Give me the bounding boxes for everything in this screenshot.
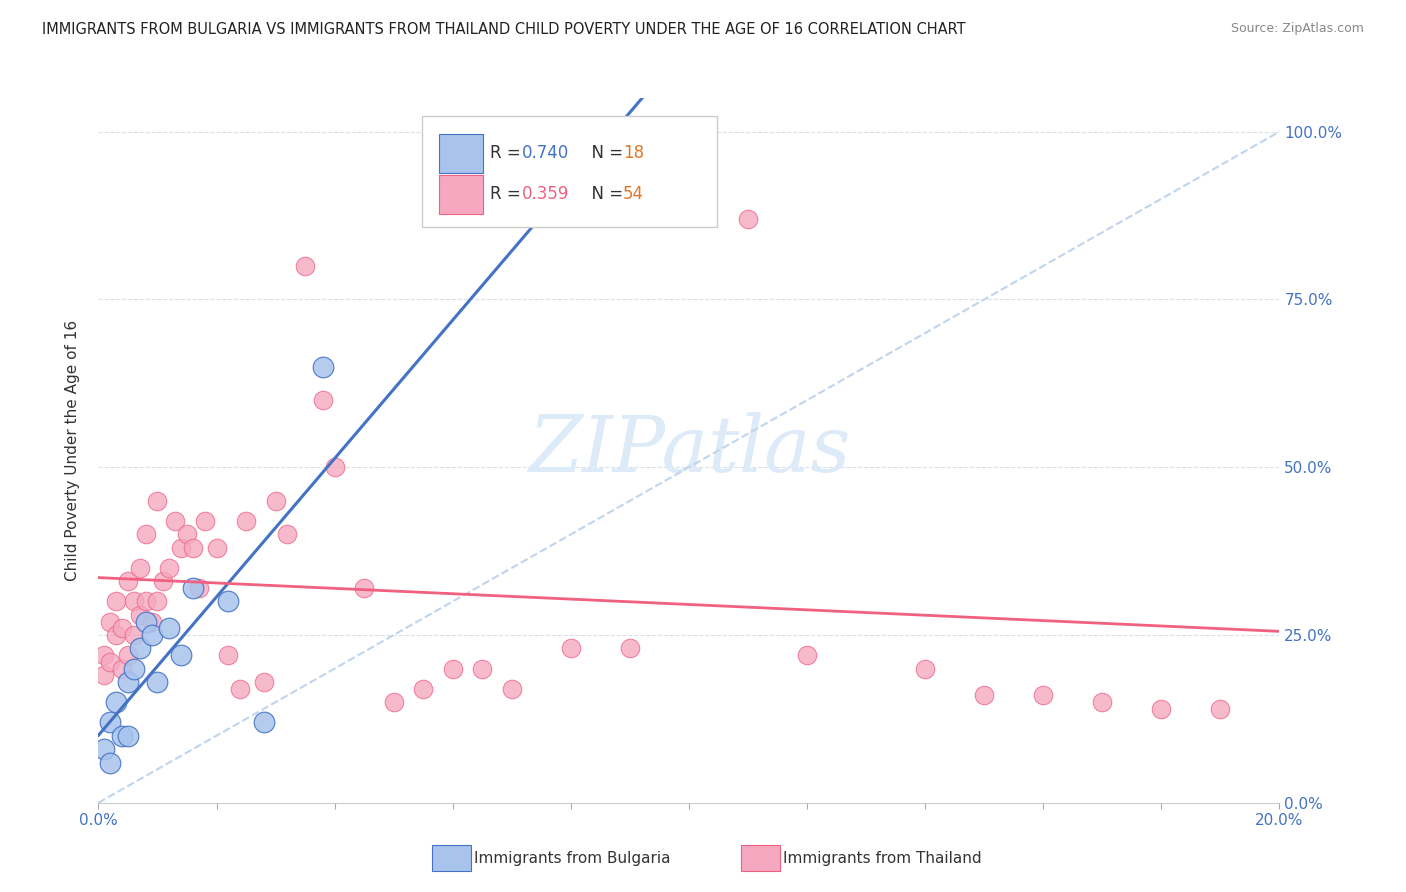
Point (235, 514, 257, 528)
Point (141, 615, 163, 629)
Point (181, 541, 204, 555)
Point (205, 541, 228, 555)
Point (146, 594, 169, 608)
Point (181, 581, 204, 595)
Point (122, 628, 145, 642)
Point (276, 527, 298, 541)
Point (170, 541, 193, 555)
Point (122, 662, 145, 676)
Point (353, 581, 375, 595)
Point (176, 527, 198, 541)
Point (412, 681, 434, 696)
Point (973, 689, 995, 703)
Point (98, 715, 121, 730)
Point (135, 615, 157, 629)
Point (117, 574, 139, 589)
Point (93, 668, 115, 682)
Point (1150, 702, 1173, 716)
Point (111, 662, 134, 676)
Y-axis label: Child Poverty Under the Age of 16: Child Poverty Under the Age of 16 (65, 320, 80, 581)
Point (146, 675, 169, 690)
Point (187, 581, 209, 595)
Point (1209, 702, 1232, 716)
Point (170, 648, 193, 662)
Point (105, 695, 128, 709)
Point (117, 675, 139, 690)
Point (128, 641, 150, 656)
Point (105, 594, 128, 608)
Point (217, 648, 239, 662)
Text: R =: R = (489, 145, 526, 162)
Point (117, 648, 139, 662)
Point (165, 514, 187, 528)
Point (93, 742, 115, 756)
Text: 0.740: 0.740 (522, 145, 569, 162)
Text: Immigrants from Bulgaria: Immigrants from Bulgaria (474, 851, 671, 865)
Point (135, 594, 157, 608)
Point (914, 662, 936, 676)
Text: 18: 18 (623, 145, 644, 162)
Text: N =: N = (581, 145, 628, 162)
Text: ZIPatlas: ZIPatlas (527, 412, 851, 489)
Point (471, 662, 494, 676)
Text: N =: N = (581, 186, 628, 203)
Point (152, 574, 174, 589)
Text: 54: 54 (623, 186, 644, 203)
Point (117, 729, 139, 743)
Point (157, 621, 180, 635)
Point (1091, 695, 1114, 709)
Point (111, 621, 134, 635)
Point (560, 641, 582, 656)
Point (312, 393, 335, 408)
Point (122, 594, 145, 608)
Point (294, 259, 316, 273)
Point (105, 628, 128, 642)
Point (1032, 689, 1054, 703)
Point (323, 460, 346, 475)
Point (264, 493, 287, 508)
Point (93, 648, 115, 662)
Point (98, 655, 121, 669)
Point (141, 628, 163, 642)
Point (229, 681, 252, 696)
Point (501, 681, 523, 696)
Point (128, 561, 150, 575)
Point (98, 615, 121, 629)
Point (98, 756, 121, 770)
Point (157, 561, 180, 575)
Text: Immigrants from Thailand: Immigrants from Thailand (783, 851, 981, 865)
Text: R =: R = (489, 186, 526, 203)
Point (135, 527, 157, 541)
Text: IMMIGRANTS FROM BULGARIA VS IMMIGRANTS FROM THAILAND CHILD POVERTY UNDER THE AGE: IMMIGRANTS FROM BULGARIA VS IMMIGRANTS F… (42, 22, 966, 37)
Point (382, 695, 405, 709)
Text: 0.359: 0.359 (522, 186, 569, 203)
Point (737, 211, 759, 226)
Point (796, 648, 818, 662)
Point (312, 359, 335, 374)
Point (128, 607, 150, 622)
Point (253, 675, 276, 690)
Point (194, 514, 217, 528)
Point (146, 493, 169, 508)
Point (111, 729, 134, 743)
Point (619, 641, 641, 656)
Point (217, 594, 239, 608)
Point (253, 715, 276, 730)
Point (441, 662, 464, 676)
Text: Source: ZipAtlas.com: Source: ZipAtlas.com (1230, 22, 1364, 36)
Point (678, 125, 700, 139)
